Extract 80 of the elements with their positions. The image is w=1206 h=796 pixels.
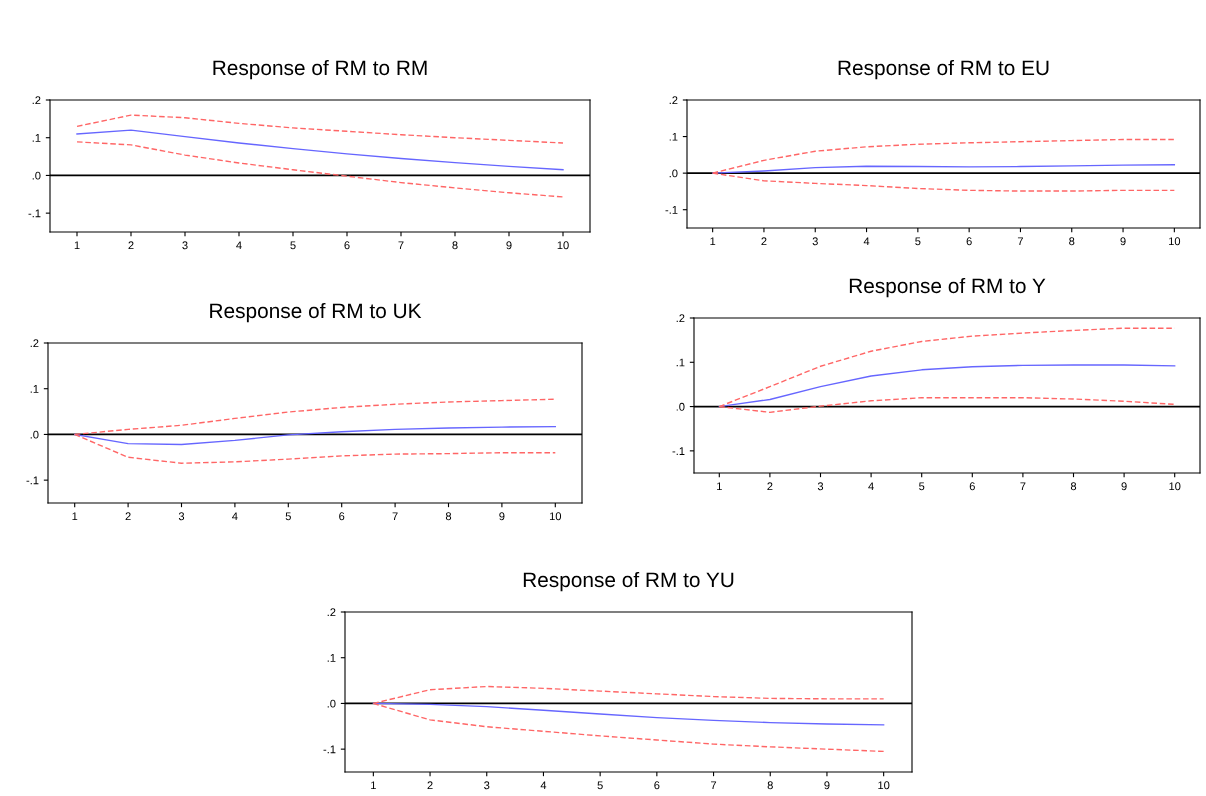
x-tick-label: 4	[236, 241, 242, 250]
x-tick-label: 8	[1069, 237, 1075, 246]
x-tick-label: 7	[398, 241, 404, 250]
y-tick-label: -.1	[26, 476, 39, 485]
x-tick-label: 3	[182, 241, 188, 250]
chart-title: Response of RM to EU	[838, 59, 1049, 80]
x-tick-label: 10	[557, 241, 569, 250]
x-tick-label: 7	[392, 512, 398, 521]
x-tick-label: 4	[540, 781, 547, 790]
x-tick-label: 6	[344, 241, 350, 250]
x-tick-label: 1	[74, 241, 80, 250]
x-tick-label: 9	[1120, 237, 1126, 246]
x-tick-label: 8	[445, 512, 452, 521]
x-tick-label: 6	[969, 482, 975, 491]
x-tick-label: 10	[1169, 482, 1181, 491]
y-tick-label: .0	[676, 402, 685, 411]
x-tick-label: 5	[597, 781, 603, 790]
x-tick-label: 3	[484, 781, 490, 790]
x-tick-label: 1	[710, 237, 716, 246]
x-tick-label: 6	[339, 512, 345, 521]
x-tick-label: 5	[285, 512, 291, 521]
x-tick-label: 9	[499, 512, 505, 521]
y-tick-label: .2	[327, 608, 336, 617]
y-tick-label: .1	[669, 132, 678, 141]
x-tick-label: 9	[824, 781, 830, 790]
x-tick-label: 1	[717, 482, 722, 491]
x-tick-label: 1	[72, 512, 78, 521]
x-tick-label: 5	[290, 241, 296, 250]
line-series	[711, 164, 1176, 174]
x-tick-label: 10	[1169, 237, 1181, 246]
y-tick-label: .0	[669, 169, 678, 178]
x-tick-label: 2	[125, 512, 131, 521]
y-tick-label: .2	[30, 339, 39, 348]
x-tick-label: 1	[371, 781, 376, 790]
line-series	[76, 129, 564, 171]
y-tick-label: .2	[676, 314, 685, 323]
line-series	[74, 425, 556, 446]
chart-title: Response of RM to YU	[523, 571, 734, 592]
x-tick-label: 2	[128, 241, 134, 250]
y-tick-label: .0	[30, 430, 39, 439]
chart-title: Response of RM to RM	[213, 59, 427, 80]
y-tick-label: .1	[30, 385, 39, 393]
x-tick-label: 5	[919, 482, 925, 491]
y-tick-label: .0	[32, 171, 41, 180]
x-tick-label: 7	[711, 781, 717, 790]
y-tick-label: -.1	[672, 447, 685, 455]
y-tick-label: -.1	[28, 209, 41, 218]
x-tick-label: 8	[1070, 482, 1077, 491]
x-tick-label: 3	[817, 482, 824, 491]
x-tick-label: 8	[452, 241, 458, 250]
y-tick-label: -.1	[323, 745, 336, 754]
y-tick-label: -.1	[665, 206, 678, 214]
y-tick-label: .1	[676, 358, 685, 367]
x-tick-label: 4	[868, 482, 874, 491]
x-tick-label: 3	[178, 512, 185, 521]
y-tick-label: .1	[327, 654, 336, 662]
x-tick-label: 6	[966, 237, 972, 246]
x-tick-label: 10	[549, 512, 562, 521]
x-tick-label: 2	[767, 482, 773, 491]
x-tick-label: 5	[915, 237, 921, 246]
x-tick-label: 9	[506, 241, 512, 250]
y-tick-label: .2	[669, 96, 678, 105]
x-tick-label: 7	[1017, 237, 1023, 246]
x-tick-label: 6	[654, 781, 660, 790]
x-tick-label: 8	[767, 781, 773, 790]
line-series	[76, 114, 564, 144]
x-tick-label: 2	[761, 237, 767, 246]
chart-title: Response of RM to UK	[210, 302, 422, 323]
x-tick-label: 10	[878, 781, 890, 790]
x-tick-label: 4	[232, 512, 238, 521]
x-tick-label: 9	[1121, 482, 1127, 491]
x-tick-label: 3	[812, 237, 818, 246]
y-tick-label: .1	[32, 134, 41, 142]
y-tick-label: .2	[32, 96, 41, 105]
line-series	[76, 141, 564, 198]
chart-title: Response of RM to Y	[849, 277, 1046, 298]
y-tick-label: .0	[327, 699, 336, 708]
x-tick-label: 4	[863, 237, 870, 246]
x-tick-label: 2	[427, 781, 433, 790]
x-tick-label: 7	[1020, 482, 1026, 491]
